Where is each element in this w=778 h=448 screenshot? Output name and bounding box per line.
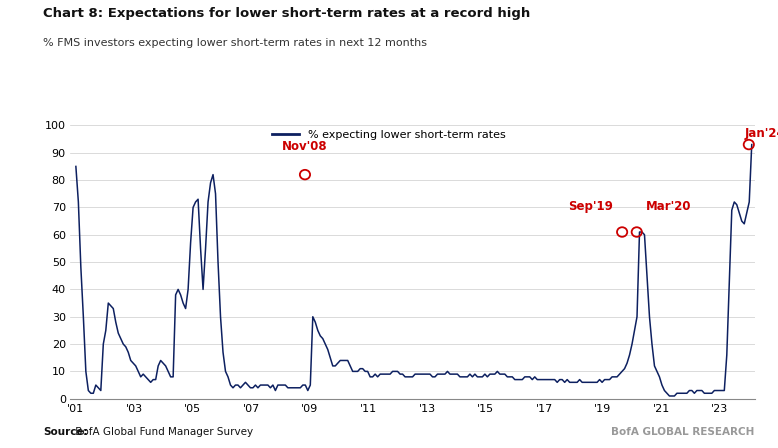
Text: BofA GLOBAL RESEARCH: BofA GLOBAL RESEARCH — [612, 427, 755, 437]
Text: Chart 8: Expectations for lower short-term rates at a record high: Chart 8: Expectations for lower short-te… — [43, 7, 530, 20]
Text: % FMS investors expecting lower short-term rates in next 12 months: % FMS investors expecting lower short-te… — [43, 38, 427, 48]
Legend: % expecting lower short-term rates: % expecting lower short-term rates — [268, 125, 510, 144]
Text: Source:: Source: — [43, 427, 88, 437]
Text: Mar'20: Mar'20 — [646, 200, 691, 213]
Text: Sep'19: Sep'19 — [569, 200, 613, 213]
Text: BofA Global Fund Manager Survey: BofA Global Fund Manager Survey — [72, 427, 254, 437]
Text: Jan'24: Jan'24 — [745, 128, 778, 141]
Text: Nov'08: Nov'08 — [282, 140, 328, 153]
